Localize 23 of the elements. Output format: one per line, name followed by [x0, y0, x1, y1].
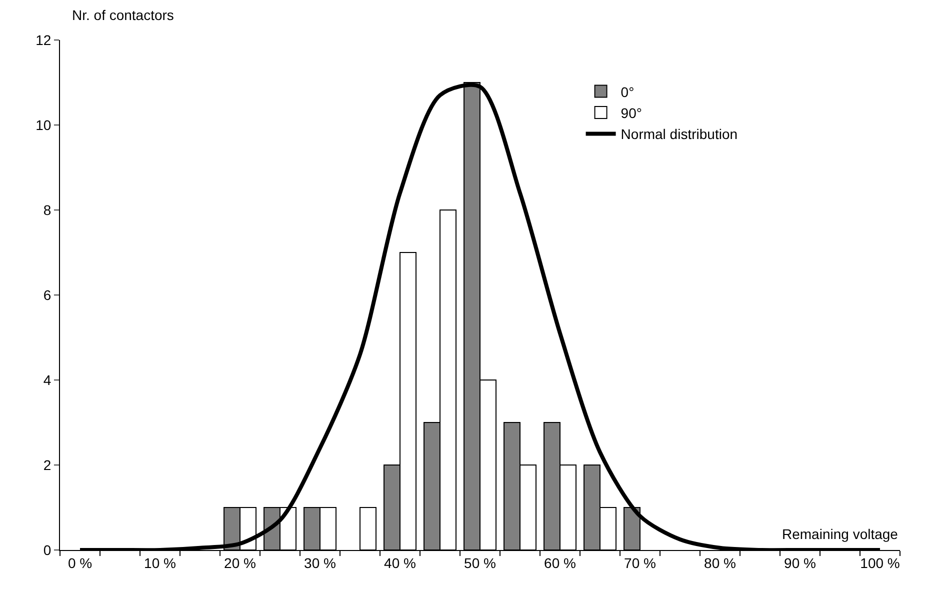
x-tick-label: 30 % — [304, 554, 336, 571]
x-tick-label: 70 % — [624, 554, 656, 571]
legend-label: 90° — [620, 104, 642, 121]
y-tick-label: 8 — [43, 202, 52, 218]
x-tick-label: 60 % — [544, 554, 576, 571]
x-tick-label: 40 % — [384, 554, 416, 571]
x-tick-label: 90 % — [784, 554, 816, 571]
y-tick-label: 4 — [43, 372, 52, 388]
y-tick-label: 6 — [43, 286, 52, 303]
legend-label: Normal distribution — [620, 126, 738, 142]
x-tick-label: 10 % — [144, 554, 176, 571]
x-tick-label: 80 % — [704, 554, 736, 571]
y-tick-label: 0 — [43, 542, 52, 558]
y-tick-label: 10 — [36, 116, 52, 133]
y-tick-label: 2 — [43, 456, 52, 473]
x-tick-label: 0 % — [68, 554, 92, 571]
y-axis-title: Nr. of contactors — [72, 7, 174, 23]
x-tick-label: 20 % — [224, 554, 256, 571]
y-tick-label: 12 — [36, 32, 52, 48]
x-axis-title: Remaining voltage — [782, 526, 898, 542]
x-tick-label: 100 % — [860, 554, 900, 571]
legend-label: 0° — [620, 84, 634, 100]
x-tick-label: 50 % — [464, 554, 496, 571]
